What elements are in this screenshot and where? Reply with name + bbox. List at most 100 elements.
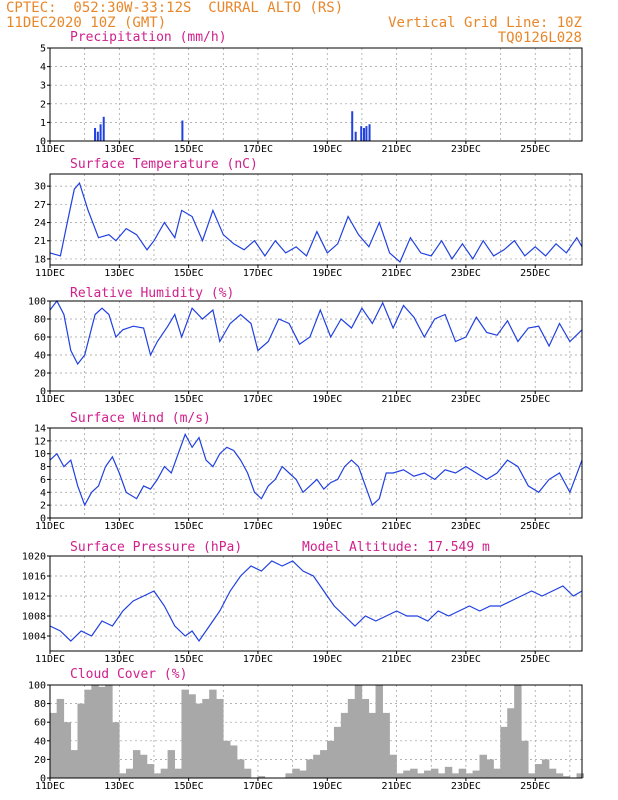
x-tick-label: 19DEC xyxy=(312,268,342,279)
cloud-cover-bar xyxy=(479,754,487,778)
precip-bar xyxy=(360,126,363,141)
y-tick-label: 12 xyxy=(34,436,46,447)
cloud-cover-bar xyxy=(368,712,377,778)
x-tick-label: 21DEC xyxy=(382,394,412,405)
x-tick-label: 23DEC xyxy=(451,394,481,405)
cloud-cover-bar xyxy=(160,768,169,778)
x-tick-label: 21DEC xyxy=(382,654,412,665)
y-tick-label: 8 xyxy=(40,462,46,473)
x-tick-label: 19DEC xyxy=(312,521,342,532)
cloud-cover-bar xyxy=(56,698,65,778)
cloud-cover-bar xyxy=(403,770,411,778)
cloud-cover-bar xyxy=(119,773,127,778)
precip-bar xyxy=(351,111,354,141)
cloud-cover-bar xyxy=(430,768,439,778)
y-tick-label: 1012 xyxy=(22,592,46,603)
x-tick-label: 25DEC xyxy=(520,144,550,155)
x-tick-label: 11DEC xyxy=(35,268,65,279)
cloud-cover-bar xyxy=(486,759,494,778)
series-line xyxy=(49,432,583,507)
x-tick-label: 17DEC xyxy=(243,144,273,155)
y-tick-label: 5 xyxy=(40,44,46,55)
panel-title: Surface Temperature (nC) xyxy=(70,157,258,172)
cloud-cover-bar xyxy=(105,685,113,778)
panel-frame xyxy=(49,300,583,392)
x-tick-label: 15DEC xyxy=(174,144,204,155)
cloud-cover-bar xyxy=(98,686,106,778)
y-tick-label: 18 xyxy=(34,254,46,265)
x-tick-label: 23DEC xyxy=(451,654,481,665)
precip-bar xyxy=(94,127,97,141)
panel-title: Surface Pressure (hPa) xyxy=(70,540,242,555)
vertical-grid-note: Vertical Grid Line: 10Z xyxy=(388,15,582,31)
cloud-cover-bar xyxy=(555,773,564,778)
cloud-cover-bar xyxy=(576,773,584,778)
cloud-cover-bar xyxy=(507,708,515,778)
cloud-cover-bar xyxy=(223,740,231,778)
series-line xyxy=(49,560,583,643)
y-tick-label: 0 xyxy=(40,137,46,148)
y-tick-label: 0 xyxy=(40,387,46,398)
panel-frame xyxy=(49,427,583,519)
x-tick-label: 11DEC xyxy=(35,521,65,532)
x-tick-label: 11DEC xyxy=(35,144,65,155)
cloud-cover-bar xyxy=(410,768,418,778)
y-tick-label: 40 xyxy=(34,736,46,747)
x-tick-label: 21DEC xyxy=(382,144,412,155)
x-tick-label: 11DEC xyxy=(35,394,65,405)
y-tick-label: 1004 xyxy=(22,632,46,643)
panel-title: Relative Humidity (%) xyxy=(70,286,234,301)
panel-frame xyxy=(49,47,583,142)
x-tick-label: 17DEC xyxy=(243,268,273,279)
x-tick-label: 15DEC xyxy=(174,781,204,792)
cloud-cover-bar xyxy=(229,745,238,778)
y-tick-label: 20 xyxy=(34,755,46,766)
x-tick-label: 25DEC xyxy=(520,521,550,532)
x-tick-label: 15DEC xyxy=(174,394,204,405)
cloud-cover-bar xyxy=(153,773,162,778)
cloud-cover-bar xyxy=(70,750,78,778)
panel-title: Surface Wind (m/s) xyxy=(70,411,211,426)
panel-frame xyxy=(49,555,583,652)
cloud-cover-bar xyxy=(285,773,293,778)
cloud-cover-bar xyxy=(514,685,522,778)
model-id: TQ0126L028 xyxy=(497,30,582,46)
cloud-cover-bar xyxy=(437,773,446,778)
cloud-cover-bar xyxy=(139,754,148,778)
x-tick-label: 15DEC xyxy=(174,268,204,279)
x-tick-label: 21DEC xyxy=(382,521,412,532)
cloud-cover-bar xyxy=(209,689,217,778)
y-tick-label: 2 xyxy=(40,501,46,512)
cloud-cover-bar xyxy=(375,685,383,778)
y-tick-label: 6 xyxy=(40,475,46,486)
cloud-cover-bar xyxy=(493,768,501,778)
cloud-cover-bar xyxy=(216,698,224,778)
cloud-cover-bar xyxy=(313,754,321,778)
x-tick-label: 25DEC xyxy=(520,268,550,279)
cloud-cover-bar xyxy=(548,768,557,778)
y-tick-label: 3 xyxy=(40,81,46,92)
x-tick-label: 15DEC xyxy=(174,521,204,532)
cloud-cover-bar xyxy=(521,740,529,778)
precip-bar xyxy=(354,131,357,141)
y-tick-label: 100 xyxy=(28,681,46,692)
y-tick-label: 80 xyxy=(34,315,46,326)
x-tick-label: 25DEC xyxy=(520,654,550,665)
cloud-cover-bar xyxy=(340,712,349,778)
panel-title: Cloud Cover (%) xyxy=(70,667,187,682)
cloud-cover-bar xyxy=(444,766,453,778)
panel-frame xyxy=(49,684,583,779)
cloud-cover-bar xyxy=(424,770,432,778)
series-line xyxy=(49,299,583,366)
cloud-cover-bar xyxy=(562,776,571,778)
cloud-cover-bar xyxy=(91,685,99,778)
cloud-cover-bar xyxy=(458,768,467,778)
x-tick-label: 13DEC xyxy=(104,394,134,405)
cloud-cover-bar xyxy=(389,754,397,778)
cloud-cover-bar xyxy=(354,685,363,778)
y-tick-label: 1020 xyxy=(22,552,46,563)
cloud-cover-bar xyxy=(188,694,196,778)
panel-frame xyxy=(49,173,583,266)
x-tick-label: 23DEC xyxy=(451,521,481,532)
y-tick-label: 10 xyxy=(34,449,46,460)
